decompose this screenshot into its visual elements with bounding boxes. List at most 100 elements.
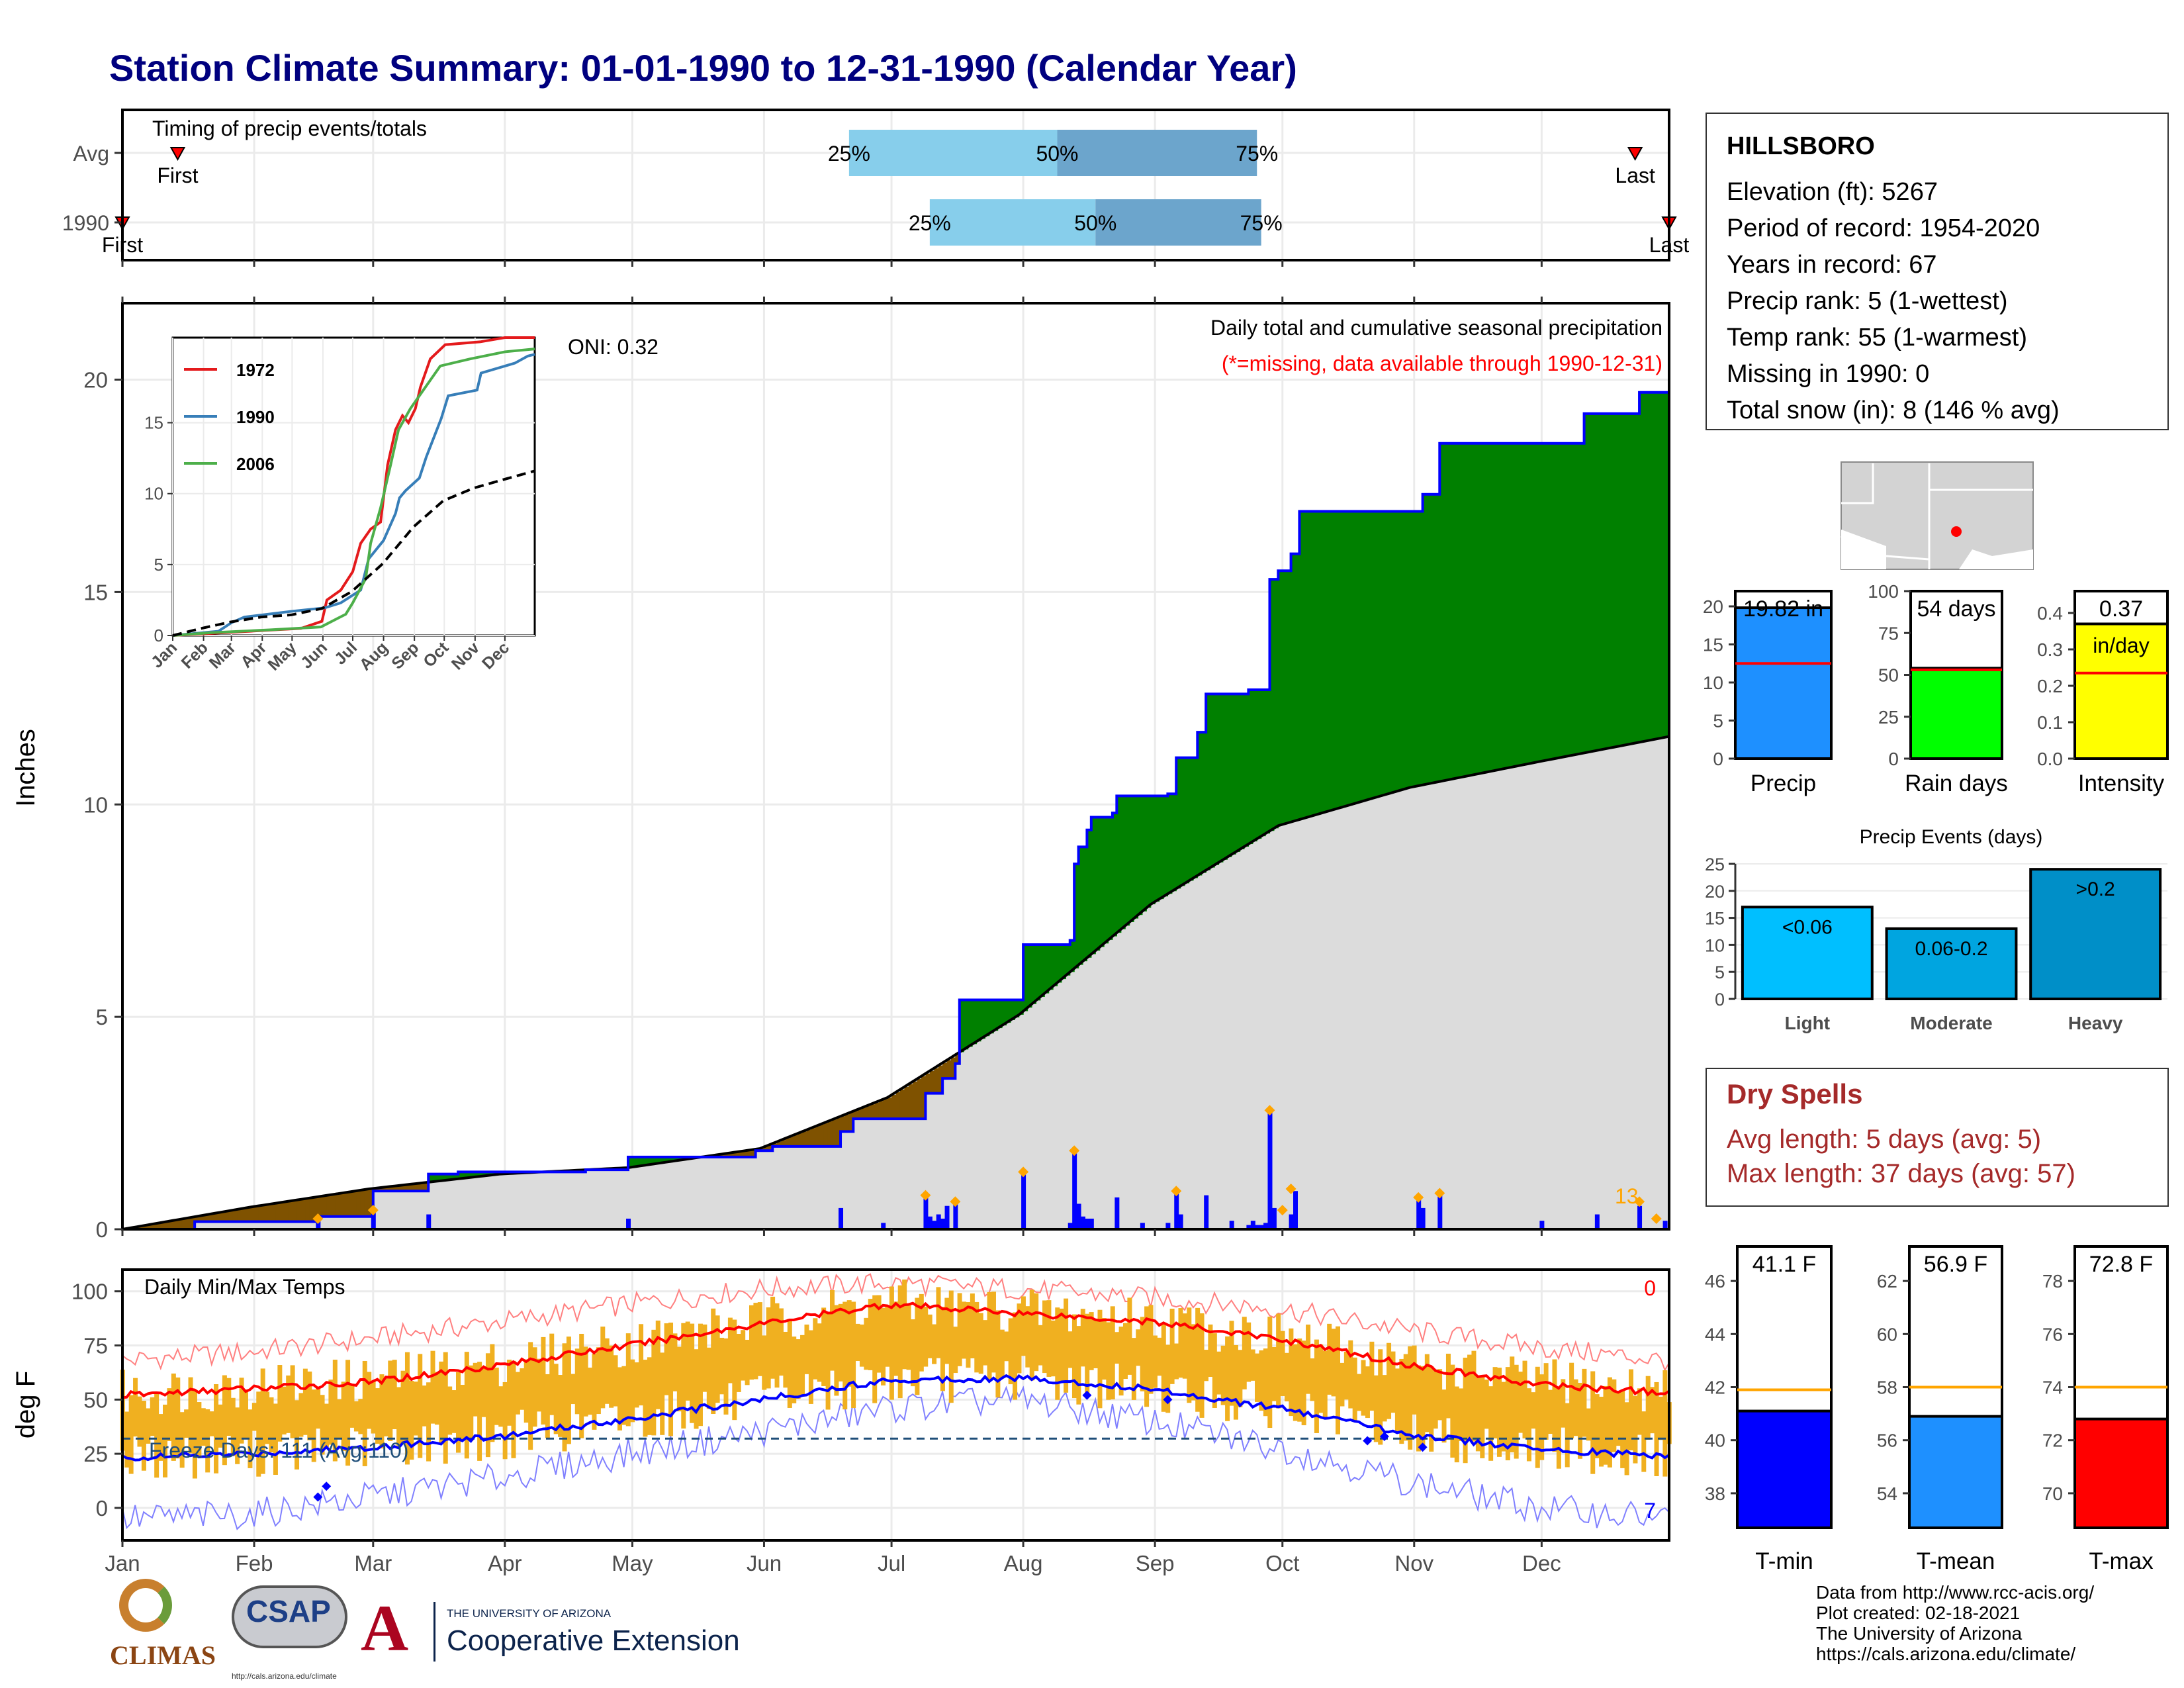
- above-average-fill: [645, 1156, 650, 1166]
- above-average-fill: [1227, 694, 1232, 857]
- daily-temp-range-bar: [1599, 1396, 1604, 1467]
- inset-ytick-label: 0: [154, 626, 163, 645]
- daily-temp-range-bar: [672, 1333, 678, 1391]
- daily-temp-range-bar: [1510, 1356, 1515, 1452]
- below-average-fill: [407, 1184, 412, 1192]
- daily-temp-range-bar: [171, 1373, 176, 1461]
- daily-temp-range-bar: [1271, 1346, 1277, 1401]
- daily-temp-range-bar: [1225, 1336, 1230, 1421]
- daily-temp-range-bar: [1548, 1389, 1553, 1434]
- daily-temp-range-bar: [966, 1302, 971, 1368]
- daily-temp-range-bar: [434, 1372, 439, 1425]
- intensity_bar-ytick-label: 0.1: [2037, 712, 2063, 733]
- daily-temp-range-bar: [248, 1409, 253, 1468]
- above-average-fill: [1448, 443, 1453, 780]
- above-average-fill: [1069, 940, 1075, 972]
- daily-temp-range-bar: [995, 1310, 1001, 1398]
- above-average-fill: [1414, 511, 1419, 787]
- csap-url: http://cals.arizona.edu/climate: [232, 1671, 337, 1681]
- precip-events-bar-label: <0.06: [1782, 916, 1833, 938]
- daily-temp-range-bar: [868, 1299, 873, 1370]
- daily-precip-bar: [1255, 1225, 1260, 1229]
- daily-temp-range-bar: [817, 1323, 822, 1382]
- above-average-fill: [1401, 511, 1406, 790]
- daily-temp-range-bar: [676, 1346, 682, 1412]
- daily-temp-range-bar: [1454, 1386, 1459, 1463]
- below-average-fill: [942, 1062, 948, 1079]
- daily-temp-range-bar: [1361, 1360, 1366, 1416]
- above-average-fill: [1252, 689, 1257, 842]
- daily-temp-range-bar: [175, 1377, 181, 1459]
- below-average-fill: [819, 1125, 824, 1147]
- above-average-fill: [1486, 443, 1491, 773]
- above-average-fill: [488, 1172, 493, 1176]
- average-tmin-line: [122, 1374, 1670, 1462]
- daily-precip-bar: [1174, 1193, 1179, 1229]
- below-average-fill: [420, 1183, 425, 1192]
- above-average-fill: [462, 1172, 467, 1179]
- daily-temp-range-bar: [256, 1391, 261, 1477]
- daily-temp-range-bar: [464, 1352, 469, 1459]
- above-average-fill: [1066, 945, 1071, 976]
- daily-temp-range-bar: [1059, 1308, 1064, 1383]
- record-low-marker: [1418, 1442, 1428, 1452]
- daily-temp-range-bar: [834, 1305, 839, 1396]
- daily-precip-bar: [1178, 1214, 1183, 1229]
- csap-cloud-icon: [232, 1585, 347, 1648]
- daily-temp-range-bar: [371, 1380, 376, 1434]
- above-average-fill: [1635, 413, 1640, 743]
- daily-temp-range-bar: [983, 1320, 988, 1366]
- daily-temp-range-bar: [341, 1382, 346, 1451]
- station-elevation: Elevation (ft): 5267: [1727, 178, 1938, 206]
- below-average-fill: [841, 1116, 846, 1132]
- daily-temp-range-bar: [957, 1293, 962, 1366]
- precip-events-ytick-label: 10: [1705, 935, 1725, 955]
- daily-precip-bar: [1539, 1221, 1545, 1229]
- above-average-fill: [1567, 443, 1572, 757]
- above-average-fill: [1303, 511, 1308, 819]
- daily-temp-range-bar: [1336, 1326, 1341, 1434]
- tmax_bar-ytick-label: 74: [2042, 1378, 2063, 1398]
- below-average-fill: [181, 1219, 187, 1229]
- daily-temp-range-bar: [1505, 1367, 1510, 1461]
- above-average-fill: [1019, 1000, 1024, 1015]
- daily-temp-range-bar: [838, 1303, 843, 1382]
- precip-events-ytick-label: 15: [1705, 909, 1725, 929]
- above-average-fill: [1197, 732, 1203, 876]
- daily-temp-range-bar: [634, 1362, 639, 1408]
- above-average-fill: [445, 1174, 450, 1180]
- above-average-fill: [1333, 511, 1338, 810]
- ua-divider: [433, 1602, 435, 1662]
- above-average-fill: [1503, 443, 1508, 769]
- tmin_bar-value-label: 41.1 F: [1752, 1252, 1816, 1277]
- below-average-fill: [258, 1205, 263, 1222]
- above-average-fill: [1027, 945, 1032, 1008]
- precip_total_bar-ytick-label: 5: [1713, 711, 1723, 731]
- daily-temp-range-bar: [418, 1354, 423, 1458]
- above-average-fill: [1499, 443, 1504, 770]
- daily-temp-range-bar: [1633, 1395, 1638, 1464]
- temp-xtick-label: Apr: [488, 1551, 522, 1575]
- daily-temp-range-bar: [944, 1297, 950, 1364]
- above-average-fill: [1520, 443, 1525, 766]
- daily-temp-range-bar: [919, 1293, 924, 1372]
- above-average-fill: [1410, 511, 1415, 788]
- daily-temp-range-bar: [821, 1307, 827, 1386]
- above-average-fill: [428, 1174, 433, 1182]
- above-average-fill: [1375, 511, 1381, 798]
- below-average-fill: [921, 1076, 927, 1119]
- above-average-fill: [1099, 817, 1105, 947]
- above-average-fill: [1601, 413, 1606, 750]
- below-average-fill: [862, 1107, 867, 1119]
- precip-events-category: Moderate: [1910, 1013, 1992, 1033]
- daily-temp-range-bar: [719, 1337, 725, 1395]
- daily-temp-range-bar: [736, 1333, 741, 1392]
- daily-temp-range-bar: [978, 1313, 983, 1374]
- above-average-fill: [1078, 847, 1083, 965]
- inset-ytick-label: 5: [154, 555, 163, 575]
- daily-temp-range-bar: [1013, 1312, 1018, 1400]
- above-average-fill: [674, 1156, 680, 1161]
- below-average-fill: [309, 1197, 314, 1222]
- above-average-fill: [1048, 945, 1054, 990]
